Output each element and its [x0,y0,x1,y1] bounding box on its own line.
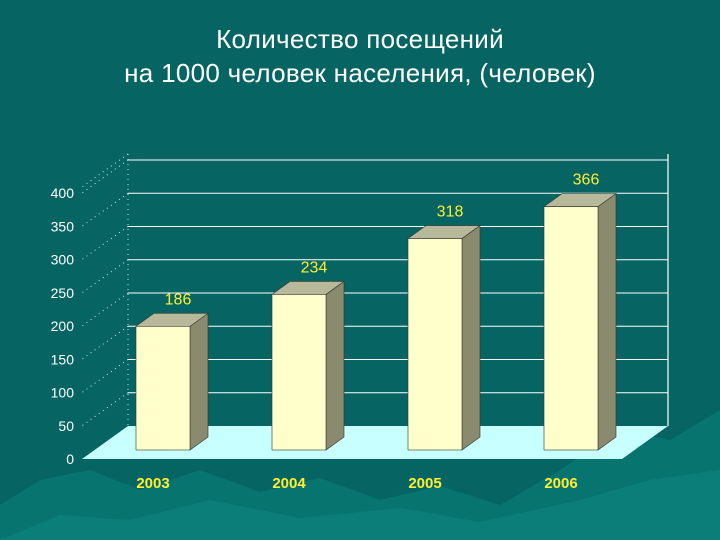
y-tick-label: 400 [51,185,75,201]
y-tick-label: 300 [51,252,75,268]
mountain-silhouette-front [0,470,720,540]
bars [135,193,617,451]
x-tick-label: 2005 [408,475,441,492]
gridline-depth [81,292,129,327]
chart-floor [82,426,668,459]
data-label: 234 [301,259,328,276]
data-label: 318 [437,204,464,221]
bar-front [407,238,463,451]
gridline-depth [81,259,129,294]
background-decoration [0,410,720,540]
bar-side [461,224,481,451]
x-axis-labels: 2003 2004 2005 2006 [136,475,577,492]
bar [271,280,345,451]
y-tick-label: 200 [51,318,75,334]
x-tick-label: 2003 [136,475,169,492]
y-tick-label: 250 [51,285,75,301]
y-tick-label: 50 [58,418,74,434]
bar-front [543,206,599,451]
y-tick-label: 150 [51,351,75,367]
y-tick-label: 350 [51,218,75,234]
chart-title-line-1: Количество посещений [216,24,504,54]
floor-plane [82,426,668,459]
y-tick-label: 0 [66,451,74,467]
gridline-depth [81,392,129,427]
bar [135,312,209,451]
bar [543,193,617,451]
data-labels: 186 234 318 366 [165,172,600,309]
gridline-depth [81,226,129,260]
bar-side [189,312,209,451]
y-axis-ticks: 0 50 100 150 200 250 300 350 400 [51,185,75,467]
y-tick-label: 100 [51,385,75,401]
bar [407,224,481,451]
x-tick-label: 2006 [544,475,577,492]
x-tick-label: 2004 [272,475,306,492]
chart-title: Количество посещений на 1000 человек нас… [0,22,720,90]
bar-front [135,326,191,451]
gridline-depth [81,159,129,194]
chart-title-line-2: на 1000 человек населения, (человек) [124,58,596,88]
gridline-depth [81,359,129,393]
bar-side [597,193,617,451]
data-label: 186 [165,291,192,308]
bar-side [325,280,345,451]
data-label: 366 [573,172,600,189]
gridline-depth [81,325,129,360]
bar-front [271,294,327,451]
side-wall-top-edge [81,153,129,188]
gridline-depth [81,192,129,227]
